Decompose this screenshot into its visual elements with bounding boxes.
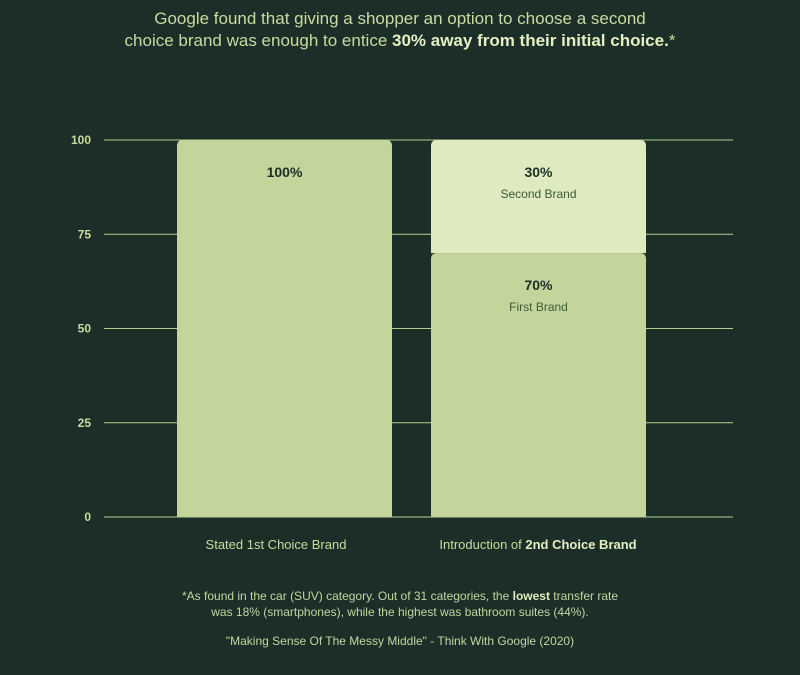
y-tick-label-75: 75 [78, 227, 92, 241]
headline-line-2-prefix: choice brand was enough to entice [124, 31, 392, 50]
headline-line-2-suffix: * [668, 31, 676, 50]
y-tick-label-100: 100 [71, 133, 91, 147]
x-axis-label-2nd-choice: Introduction of 2nd Choice Brand [398, 537, 678, 552]
footnote-line-2: was 18% (smartphones), while the highest… [211, 605, 589, 619]
data-sublabel-1-0: First Brand [509, 300, 568, 314]
headline-line-1: Google found that giving a shopper an op… [154, 9, 646, 28]
footnote-line-1-prefix: *As found in the car (SUV) category. Out… [182, 589, 513, 603]
data-sublabel-1-1: Second Brand [500, 187, 576, 201]
headline-line-2: choice brand was enough to entice 30% aw… [0, 30, 800, 52]
data-label-0-0: 100% [267, 164, 303, 180]
x-axis-label-0-text: Stated 1st Choice Brand [205, 537, 347, 552]
x-axis-label-stated-1st-choice: Stated 1st Choice Brand [136, 537, 416, 552]
bar-1-segment-0 [431, 253, 646, 517]
headline-emphasis: 30% away from their initial choice. [392, 31, 669, 50]
source-citation: "Making Sense Of The Messy Middle" - Thi… [225, 634, 575, 648]
y-tick-label-0: 0 [84, 510, 91, 524]
x-axis-label-1-text: Introduction of [439, 537, 526, 552]
footnote-line-1: *As found in the car (SUV) category. Out… [0, 588, 800, 604]
bar-0-segment-0 [177, 140, 392, 517]
x-axis-label-1-bold: 2nd Choice Brand [525, 537, 637, 552]
data-label-1-0: 70% [524, 277, 553, 293]
bar-1-segment-1 [431, 140, 646, 254]
y-tick-label-25: 25 [78, 416, 92, 430]
data-label-1-1: 30% [524, 164, 553, 180]
footnote-line-1-suffix: transfer rate [549, 589, 618, 603]
footnote-emphasis: lowest [512, 589, 550, 603]
chart-headline: Google found that giving a shopper an op… [0, 8, 800, 52]
footnote: *As found in the car (SUV) category. Out… [0, 588, 800, 620]
y-tick-label-50: 50 [78, 322, 92, 336]
